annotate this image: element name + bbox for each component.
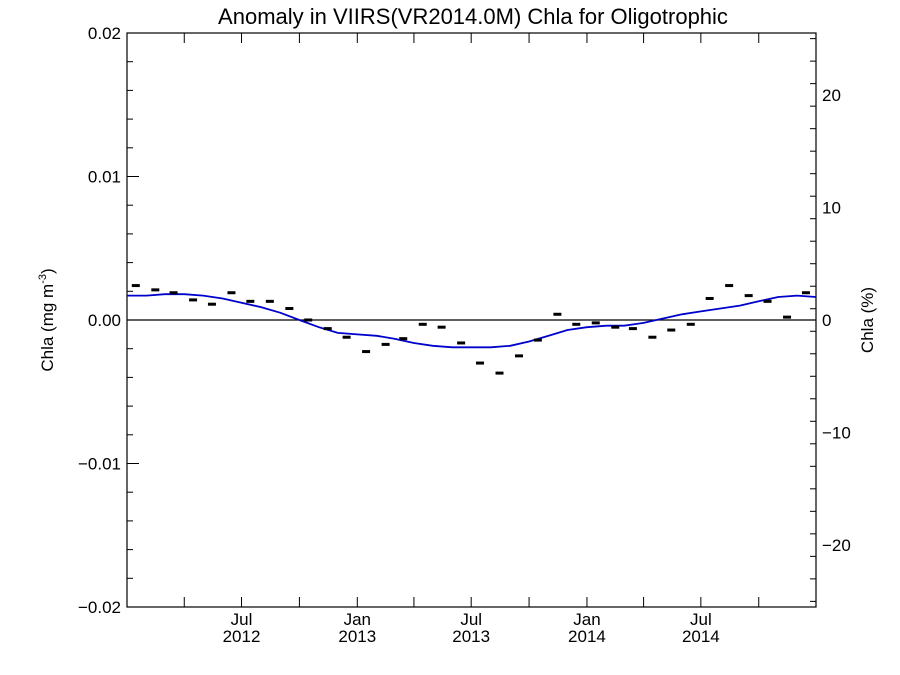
data-point-marker [207, 302, 216, 306]
x-tick-label-month: Jul [690, 610, 712, 629]
data-point-marker [725, 284, 734, 288]
left-tick-label: −0.02 [78, 598, 121, 617]
data-point-marker [131, 284, 140, 288]
right-axis-label: Chla (%) [858, 287, 877, 353]
data-point-marker [515, 354, 524, 358]
data-point-marker [362, 350, 371, 354]
data-point-marker [285, 307, 294, 311]
data-point-marker [533, 338, 542, 342]
left-axis: 0.02 0.01 0.00 −0.01 −0.02 [78, 24, 139, 617]
data-point-marker [418, 322, 427, 326]
x-tick-label-year: 2014 [682, 627, 720, 646]
data-point-marker [475, 361, 484, 365]
data-point-marker [189, 298, 198, 302]
data-point-marker [686, 322, 695, 326]
data-point-marker [169, 291, 178, 295]
data-point-marker [151, 288, 160, 292]
left-axis-label: Chla (mg m-3) [37, 268, 57, 371]
data-point-marker [304, 318, 313, 322]
data-point-marker [246, 299, 255, 303]
right-tick-label: −20 [822, 536, 851, 555]
data-point-marker [705, 296, 714, 300]
right-tick-label: 0 [822, 311, 831, 330]
data-point-marker [227, 291, 236, 295]
data-point-marker [744, 294, 753, 298]
x-tick-label-year: 2014 [568, 627, 606, 646]
right-tick-label: 20 [822, 86, 841, 105]
data-point-marker [495, 371, 504, 375]
chart-title: Anomaly in VIIRS(VR2014.0M) Chla for Oli… [218, 4, 728, 29]
series-trend-line [127, 293, 817, 349]
right-tick-label: −10 [822, 424, 851, 443]
right-tick-label: 10 [822, 198, 841, 217]
data-point-marker [801, 291, 810, 295]
left-tick-label: 0.00 [88, 311, 121, 330]
x-tick-label-month: Jul [460, 610, 482, 629]
left-tick-label: 0.01 [88, 168, 121, 187]
data-point-marker [611, 325, 620, 329]
data-point-marker [667, 328, 676, 332]
data-point-marker [591, 321, 600, 325]
data-point-marker [399, 337, 408, 341]
right-axis: 20 10 0 −10 −20 [810, 38, 851, 602]
data-point-marker [381, 342, 390, 346]
left-tick-label: 0.02 [88, 24, 121, 43]
data-point-marker [437, 325, 446, 329]
left-tick-label: −0.01 [78, 455, 121, 474]
x-tick-label-year: 2012 [223, 627, 261, 646]
x-tick-label-month: Jan [344, 610, 371, 629]
data-point-marker [783, 315, 792, 319]
data-point-marker [342, 335, 351, 339]
data-point-marker [457, 341, 466, 345]
data-point-marker [648, 335, 657, 339]
data-point-marker [763, 299, 772, 303]
data-point-marker [628, 327, 637, 331]
data-point-marker [265, 299, 274, 303]
data-point-marker [572, 322, 581, 326]
x-tick-label-month: Jan [573, 610, 600, 629]
data-point-marker [323, 327, 332, 331]
data-point-marker [553, 312, 562, 316]
x-tick-label-year: 2013 [452, 627, 490, 646]
series-monthly-markers [131, 284, 810, 375]
x-tick-label-year: 2013 [338, 627, 376, 646]
x-tick-label-month: Jul [231, 610, 253, 629]
